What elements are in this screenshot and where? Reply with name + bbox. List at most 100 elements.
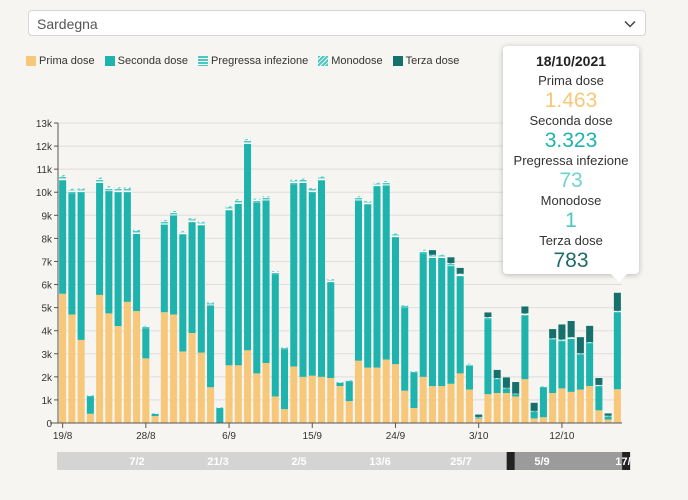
bar-monodose[interactable] (438, 254, 446, 256)
bar-seconda-dose[interactable] (327, 282, 335, 378)
bar-prima-dose[interactable] (244, 350, 252, 423)
bar-prima-dose[interactable] (539, 417, 547, 423)
bar-terza-dose[interactable] (521, 306, 529, 314)
bar-terza-dose[interactable] (530, 402, 538, 411)
bar-pregressa-infezione[interactable] (419, 250, 427, 254)
legend-item-monodose[interactable]: Monodose (318, 53, 383, 69)
bar-terza-dose[interactable] (428, 250, 436, 255)
bar-pregressa-infezione[interactable] (308, 189, 316, 193)
bar-monodose[interactable] (244, 139, 252, 141)
bar-seconda-dose[interactable] (151, 413, 159, 417)
bar-monodose[interactable] (170, 210, 178, 213)
bar-prima-dose[interactable] (142, 358, 150, 423)
bar-prima-dose[interactable] (364, 367, 372, 423)
bar-seconda-dose[interactable] (114, 192, 122, 327)
bar-monodose[interactable] (419, 249, 427, 251)
bar-prima-dose[interactable] (188, 333, 196, 423)
bar-terza-dose[interactable] (586, 325, 594, 342)
timeline-handle-right[interactable] (622, 452, 631, 470)
bar-prima-dose[interactable] (308, 375, 316, 423)
bar-prima-dose[interactable] (512, 396, 520, 423)
bar-pregressa-infezione[interactable] (327, 279, 335, 283)
bar-pregressa-infezione[interactable] (401, 305, 409, 308)
bar-monodose[interactable] (262, 196, 270, 198)
bar-monodose[interactable] (59, 175, 67, 177)
bar-pregressa-infezione[interactable] (68, 189, 76, 194)
bar-monodose[interactable] (225, 206, 233, 208)
bar-seconda-dose[interactable] (225, 210, 233, 366)
bar-terza-dose[interactable] (484, 312, 492, 318)
bar-prima-dose[interactable] (410, 408, 418, 423)
bar-terza-dose[interactable] (595, 378, 603, 385)
bar-prima-dose[interactable] (170, 314, 178, 423)
bar-seconda-dose[interactable] (512, 394, 520, 397)
bar-prima-dose[interactable] (502, 393, 510, 423)
bar-prima-dose[interactable] (613, 389, 621, 423)
bar-prima-dose[interactable] (336, 386, 344, 423)
bar-prima-dose[interactable] (484, 394, 492, 423)
bar-prima-dose[interactable] (345, 401, 353, 423)
bar-pregressa-infezione[interactable] (576, 353, 584, 355)
bar-seconda-dose[interactable] (456, 276, 464, 374)
bar-seconda-dose[interactable] (382, 185, 390, 360)
bar-prima-dose[interactable] (354, 360, 363, 423)
bar-pregressa-infezione[interactable] (207, 303, 215, 306)
bar-seconda-dose[interactable] (197, 225, 205, 353)
bar-pregressa-infezione[interactable] (493, 378, 501, 380)
bar-seconda-dose[interactable] (401, 307, 409, 391)
bar-seconda-dose[interactable] (281, 349, 289, 410)
bar-terza-dose[interactable] (549, 329, 557, 339)
bar-monodose[interactable] (502, 387, 510, 389)
bar-pregressa-infezione[interactable] (354, 197, 363, 201)
bar-prima-dose[interactable] (197, 352, 205, 423)
bar-monodose[interactable] (493, 378, 501, 379)
bar-monodose[interactable] (160, 220, 168, 222)
bar-monodose[interactable] (86, 395, 94, 396)
bar-terza-dose[interactable] (576, 337, 584, 354)
bar-pregressa-infezione[interactable] (253, 199, 261, 203)
bar-seconda-dose[interactable] (502, 388, 510, 393)
bar-seconda-dose[interactable] (576, 354, 584, 390)
bar-prima-dose[interactable] (281, 409, 289, 423)
bar-seconda-dose[interactable] (345, 381, 353, 402)
legend-item-prima-dose[interactable]: Prima dose (26, 53, 95, 69)
bar-monodose[interactable] (96, 177, 104, 180)
bar-seconda-dose[interactable] (354, 200, 363, 361)
bar-monodose[interactable] (558, 339, 566, 341)
bar-prima-dose[interactable] (96, 294, 104, 423)
bar-prima-dose[interactable] (114, 326, 122, 423)
bar-pregressa-infezione[interactable] (299, 179, 307, 183)
bar-monodose[interactable] (530, 410, 538, 412)
bar-seconda-dose[interactable] (271, 274, 279, 397)
bar-seconda-dose[interactable] (493, 379, 501, 393)
bar-pregressa-infezione[interactable] (105, 187, 113, 192)
bar-pregressa-infezione[interactable] (96, 179, 104, 183)
bar-monodose[interactable] (234, 199, 242, 201)
bar-monodose[interactable] (290, 179, 298, 181)
bar-monodose[interactable] (512, 393, 520, 395)
bar-prima-dose[interactable] (493, 393, 501, 423)
bar-monodose[interactable] (179, 231, 187, 233)
bar-prima-dose[interactable] (465, 389, 473, 423)
region-select[interactable]: Sardegna (28, 10, 646, 36)
bar-prima-dose[interactable] (604, 419, 612, 423)
bar-monodose[interactable] (567, 337, 575, 338)
bar-monodose[interactable] (456, 273, 464, 275)
bar-monodose[interactable] (391, 233, 399, 235)
bar-monodose[interactable] (354, 196, 363, 198)
bar-seconda-dose[interactable] (336, 382, 344, 387)
bar-prima-dose[interactable] (558, 388, 566, 423)
bar-prima-dose[interactable] (86, 413, 94, 423)
bar-monodose[interactable] (595, 384, 603, 386)
bar-terza-dose[interactable] (613, 292, 621, 311)
bar-terza-dose[interactable] (604, 413, 612, 416)
bar-prima-dose[interactable] (373, 367, 381, 423)
bar-prima-dose[interactable] (549, 393, 557, 423)
bar-monodose[interactable] (613, 310, 621, 312)
bar-pregressa-infezione[interactable] (244, 140, 252, 144)
bar-pregressa-infezione[interactable] (86, 395, 94, 397)
bar-seconda-dose[interactable] (539, 387, 547, 418)
bar-seconda-dose[interactable] (586, 343, 594, 387)
bar-prima-dose[interactable] (133, 311, 141, 423)
bar-seconda-dose[interactable] (317, 180, 326, 377)
